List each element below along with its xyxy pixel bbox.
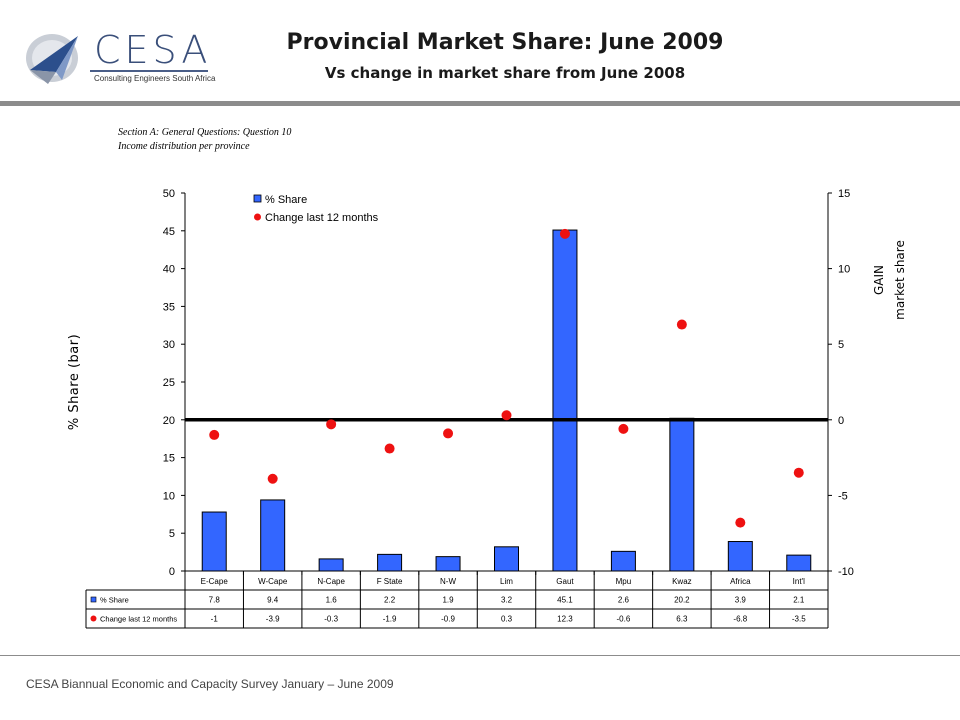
table-category-label: E-Cape	[201, 577, 229, 586]
table-category-label: N-W	[440, 577, 456, 586]
table-swatch-share	[90, 596, 97, 603]
y-tick-label-left: 50	[163, 188, 175, 200]
table-value: -3.5	[792, 615, 806, 624]
change-point	[618, 423, 629, 434]
bar	[201, 511, 227, 572]
table-value: 0.3	[501, 615, 513, 624]
table-category-label: Lim	[500, 577, 513, 586]
table-value: -1	[211, 615, 219, 624]
section-caption: Section A: General Questions: Question 1…	[118, 126, 291, 154]
bar	[435, 556, 461, 572]
page-title: Provincial Market Share: June 2009	[286, 30, 724, 55]
y-tick-label-right: 5	[838, 339, 844, 351]
table-value: -0.9	[441, 615, 455, 624]
footer-text: CESA Biannual Economic and Capacity Surv…	[26, 677, 394, 691]
table-value: 1.9	[442, 596, 454, 605]
legend-swatch-change	[254, 213, 261, 221]
y-tick-label-left: 0	[169, 566, 175, 578]
y-tick-label-left: 25	[163, 377, 175, 389]
table-value: 7.8	[209, 596, 221, 605]
page-subtitle: Vs change in market share from June 2008	[324, 64, 686, 82]
table-value: -6.8	[733, 615, 747, 624]
logo-subtitle: Consulting Engineers South Africa	[94, 74, 216, 83]
y-tick-label-right: -5	[838, 490, 848, 502]
section-line-2: Income distribution per province	[118, 141, 250, 152]
table-value: -1.9	[383, 615, 397, 624]
table-category-label: Mpu	[616, 577, 632, 586]
y-tick-label-left: 30	[163, 339, 175, 351]
change-point	[326, 419, 337, 430]
table-value: 6.3	[676, 615, 688, 624]
table-category-label: Africa	[730, 577, 751, 586]
table-category-label: Int'l	[793, 577, 805, 586]
table-series-label: % Share	[100, 596, 129, 605]
table-series-label: Change last 12 months	[100, 615, 177, 624]
bar	[610, 550, 636, 572]
y-tick-label-left: 45	[163, 226, 175, 238]
change-point	[267, 473, 278, 484]
change-point	[384, 443, 395, 454]
table-value: 2.1	[793, 596, 805, 605]
bar	[260, 499, 286, 572]
table-swatch-change	[90, 615, 97, 622]
legend-swatch-share	[253, 194, 262, 203]
cesa-logo: CESA Consulting Engineers South Africa	[22, 22, 215, 92]
table-value: 45.1	[557, 596, 573, 605]
change-point	[793, 467, 804, 478]
y-axis-title-left: % Share (bar)	[67, 334, 82, 430]
change-point	[209, 429, 220, 440]
y-tick-label-right: 10	[838, 264, 850, 276]
change-point	[735, 517, 746, 528]
table-category-label: F State	[377, 577, 403, 586]
y-tick-label-right: -10	[838, 566, 854, 578]
y-tick-label-left: 5	[169, 528, 175, 540]
table-value: -0.3	[324, 615, 338, 624]
change-point	[501, 410, 512, 421]
y-tick-label-right: 0	[838, 415, 844, 427]
bar	[669, 417, 695, 572]
section-line-1: Section A: General Questions: Question 1…	[118, 127, 292, 138]
y-tick-label-left: 15	[163, 453, 175, 465]
logo-emblem-icon	[26, 34, 78, 84]
footer-divider	[0, 655, 960, 656]
bar	[727, 541, 753, 572]
logo-text: CESA	[94, 28, 212, 72]
y-axis-title-right-line2: market share	[893, 240, 907, 320]
y-tick-label-left: 20	[163, 415, 175, 427]
table-value: -3.9	[266, 615, 280, 624]
table-value: 1.6	[326, 596, 338, 605]
legend-label-change: Change last 12 months	[265, 212, 379, 224]
table-category-label: N-Cape	[317, 577, 345, 586]
bar	[377, 553, 403, 572]
table-value: 9.4	[267, 596, 279, 605]
bar	[494, 546, 519, 572]
bar	[786, 554, 812, 572]
y-tick-label-right: 15	[838, 188, 850, 200]
table-value: 12.3	[557, 615, 573, 624]
y-tick-label-left: 10	[163, 490, 175, 502]
header-divider	[0, 101, 960, 106]
logo-rule	[90, 70, 208, 72]
bar	[318, 558, 344, 572]
y-tick-label-left: 35	[163, 301, 175, 313]
table-value: 3.2	[501, 596, 513, 605]
change-point	[443, 428, 454, 439]
table-category-label: W-Cape	[258, 577, 288, 586]
table-value: -0.6	[617, 615, 631, 624]
bar	[552, 229, 578, 572]
table-value: 2.2	[384, 596, 396, 605]
table-value: 3.9	[735, 596, 747, 605]
table-value: 2.6	[618, 596, 630, 605]
y-tick-label-left: 40	[163, 264, 175, 276]
y-axis-title-right-line1: GAIN	[872, 265, 886, 295]
change-point	[676, 319, 687, 330]
legend-label-share: % Share	[265, 194, 307, 206]
table-value: 20.2	[674, 596, 690, 605]
table-category-label: Gaut	[556, 577, 574, 586]
change-point	[559, 228, 570, 239]
table-category-label: Kwaz	[672, 577, 692, 586]
